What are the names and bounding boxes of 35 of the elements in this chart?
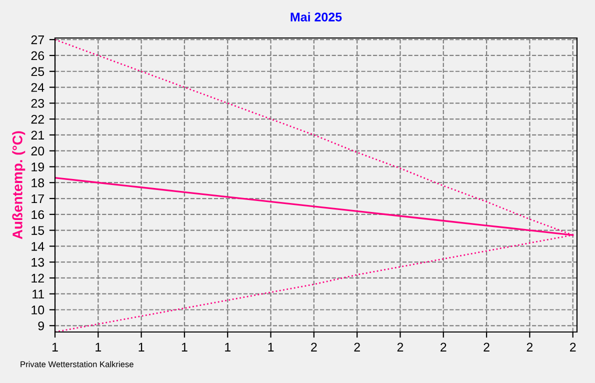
- x-tick-label: 2: [484, 342, 490, 352]
- y-tick-label: 26: [31, 51, 44, 60]
- y-tick-label: 21: [31, 130, 44, 140]
- x-tick-label: 2: [311, 342, 317, 352]
- x-tick-label: 1: [182, 342, 188, 352]
- y-tick-label: 14: [32, 242, 44, 251]
- y-tick-label: 11: [32, 290, 44, 298]
- x-tick-label: 2: [526, 342, 533, 352]
- y-tick-label: 20: [31, 146, 44, 156]
- x-tick-label: 2: [570, 342, 576, 352]
- y-tick-label: 23: [31, 98, 44, 108]
- y-tick-label: 15: [32, 226, 44, 235]
- y-tick-label: 19: [32, 162, 44, 172]
- y-tick-label: 24: [31, 83, 44, 92]
- y-tick-label: 25: [31, 67, 44, 76]
- y-tick-label: 22: [31, 114, 44, 124]
- x-tick-label: 1: [225, 342, 230, 352]
- y-tick-label: 13: [32, 258, 44, 267]
- x-tick-label: 2: [397, 342, 404, 352]
- y-tick-label: 27: [31, 35, 44, 44]
- y-axis-title: Außentemp. (°C): [12, 131, 26, 240]
- y-tick-label: 9: [38, 321, 44, 330]
- y-tick-label: 12: [32, 274, 44, 282]
- chart-title: Mai 2025: [290, 12, 342, 22]
- y-tick-label: 18: [32, 178, 44, 188]
- x-tick-label: 1: [96, 342, 102, 352]
- x-tick-label: 1: [138, 342, 144, 352]
- x-tick-label: 2: [440, 342, 446, 352]
- text: Private Wetterstation Kalkriese: [20, 361, 134, 368]
- y-tick-label: 16: [32, 210, 44, 220]
- y-tick-label: 17: [32, 194, 44, 204]
- y-tick-label: 10: [32, 306, 44, 314]
- x-tick-label: 1: [52, 342, 58, 352]
- x-tick-label: 1: [268, 342, 274, 352]
- x-tick-label: 2: [354, 342, 360, 352]
